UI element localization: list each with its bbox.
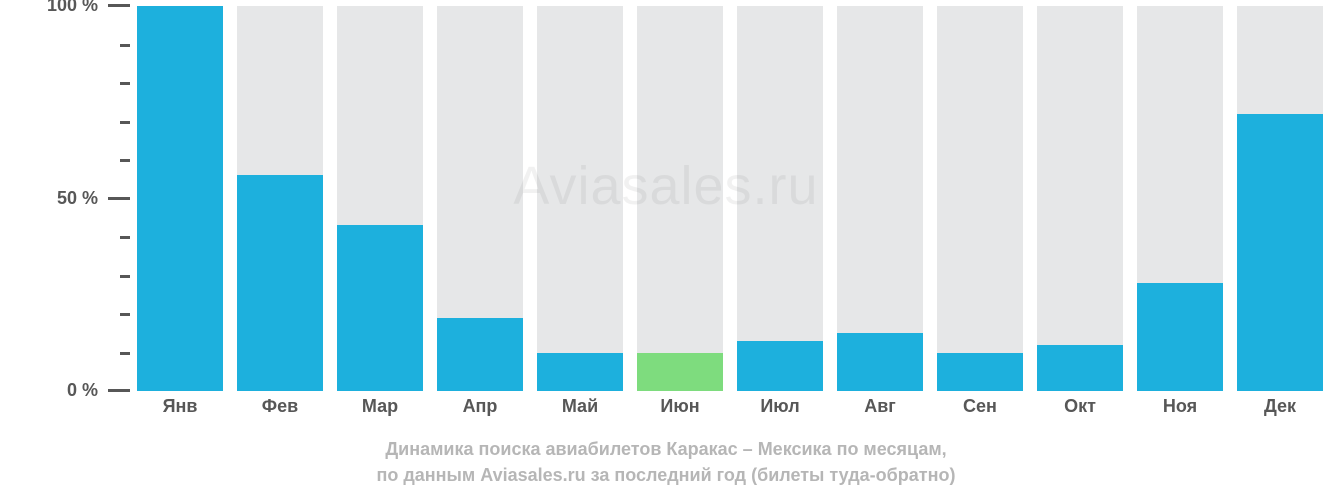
- bar-bg: [737, 6, 823, 391]
- bar-bg: [537, 6, 623, 391]
- y-tick-major-50: 50 %: [57, 188, 130, 209]
- y-tick-minor-20: [120, 313, 130, 316]
- bar-fill: [337, 225, 423, 391]
- y-tick-label: 0 %: [67, 380, 98, 401]
- y-tick-minor-40: [120, 236, 130, 239]
- bar-fill: [1237, 114, 1323, 391]
- x-label-7: Июл: [730, 396, 830, 417]
- chart-caption: Динамика поиска авиабилетов Каракас – Ме…: [0, 436, 1332, 488]
- bar-9: [937, 6, 1023, 391]
- bar-11: [1137, 6, 1223, 391]
- bar-fill: [1037, 345, 1123, 391]
- x-axis-labels: ЯнвФевМарАпрМайИюнИюлАвгСенОктНояДек: [130, 396, 1322, 426]
- bar-1: [137, 6, 223, 391]
- y-tick-label: 50 %: [57, 188, 98, 209]
- y-tick-major-100: 100 %: [47, 0, 130, 16]
- x-label-3: Мар: [330, 396, 430, 417]
- y-tick-major-0: 0 %: [67, 380, 130, 401]
- y-tick-minor-80: [120, 82, 130, 85]
- bar-fill: [637, 353, 723, 392]
- y-tick-minor-30: [120, 275, 130, 278]
- bar-5: [537, 6, 623, 391]
- y-tick-mark: [108, 389, 130, 392]
- bar-2: [237, 6, 323, 391]
- x-label-5: Май: [530, 396, 630, 417]
- y-tick-minor-10: [120, 352, 130, 355]
- y-tick-minor-70: [120, 121, 130, 124]
- bar-bg: [637, 6, 723, 391]
- x-label-10: Окт: [1030, 396, 1130, 417]
- x-label-4: Апр: [430, 396, 530, 417]
- plot-area: [130, 6, 1322, 391]
- y-tick-mark: [108, 197, 130, 200]
- bar-fill: [737, 341, 823, 391]
- x-label-9: Сен: [930, 396, 1030, 417]
- x-label-12: Дек: [1230, 396, 1330, 417]
- bar-fill: [437, 318, 523, 391]
- bar-bg: [1037, 6, 1123, 391]
- y-tick-mark: [108, 4, 130, 7]
- bar-3: [337, 6, 423, 391]
- x-label-2: Фев: [230, 396, 330, 417]
- bar-fill: [937, 353, 1023, 392]
- y-tick-minor-90: [120, 44, 130, 47]
- bar-fill: [137, 6, 223, 391]
- bar-bg: [937, 6, 1023, 391]
- bar-12: [1237, 6, 1323, 391]
- bar-7: [737, 6, 823, 391]
- bar-8: [837, 6, 923, 391]
- caption-line-2: по данным Aviasales.ru за последний год …: [0, 462, 1332, 488]
- bar-6: [637, 6, 723, 391]
- bar-fill: [837, 333, 923, 391]
- bar-fill: [237, 175, 323, 391]
- x-label-1: Янв: [130, 396, 230, 417]
- bar-fill: [537, 353, 623, 392]
- caption-line-1: Динамика поиска авиабилетов Каракас – Ме…: [0, 436, 1332, 462]
- bar-10: [1037, 6, 1123, 391]
- x-label-11: Ноя: [1130, 396, 1230, 417]
- x-label-6: Июн: [630, 396, 730, 417]
- y-tick-minor-60: [120, 159, 130, 162]
- y-axis: 0 %50 %100 %: [0, 6, 130, 391]
- bar-4: [437, 6, 523, 391]
- y-tick-label: 100 %: [47, 0, 98, 16]
- monthly-search-chart: 0 %50 %100 % Aviasales.ru ЯнвФевМарАпрМа…: [0, 0, 1332, 502]
- bar-fill: [1137, 283, 1223, 391]
- x-label-8: Авг: [830, 396, 930, 417]
